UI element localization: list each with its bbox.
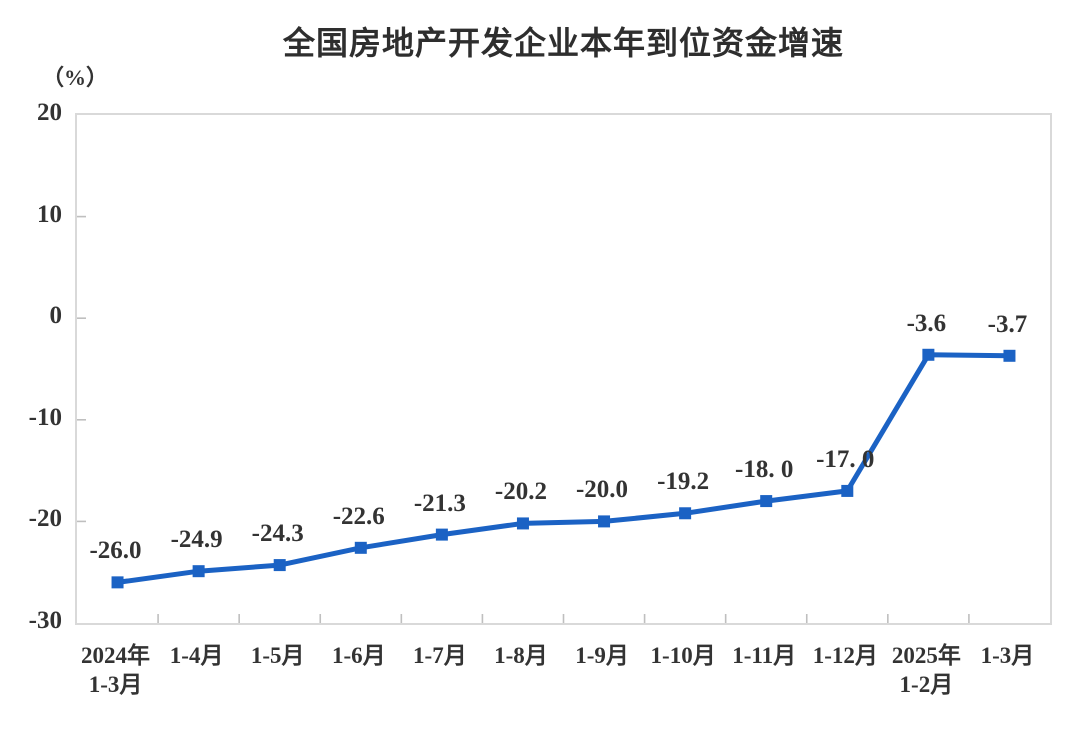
plot-area bbox=[75, 113, 1052, 625]
y-tick-label: 0 bbox=[49, 302, 63, 330]
series-marker bbox=[922, 348, 935, 361]
series-marker bbox=[111, 576, 124, 589]
x-tick-label: 1-5月 bbox=[250, 643, 305, 668]
x-tick-label: 1-6月 bbox=[331, 643, 386, 668]
series-marker bbox=[354, 541, 367, 554]
y-tick-label: -10 bbox=[28, 403, 62, 431]
x-tick-label: 1-3月 bbox=[980, 643, 1035, 668]
data-point-label: -20.2 bbox=[494, 478, 547, 506]
y-tick-label: 10 bbox=[37, 200, 62, 228]
data-point-label: -24.9 bbox=[170, 526, 223, 554]
y-tick-label: -20 bbox=[28, 505, 62, 533]
series-marker bbox=[598, 515, 611, 528]
series-marker bbox=[516, 517, 529, 530]
data-point-label: -19.2 bbox=[657, 468, 710, 496]
x-tick-label: 1-8月 bbox=[494, 643, 548, 668]
line-series-svg bbox=[77, 215, 1016, 623]
series-marker bbox=[192, 565, 205, 578]
data-point-label: -21.3 bbox=[413, 489, 466, 517]
x-tick-label: 1-10月 bbox=[650, 643, 716, 668]
series-marker bbox=[1003, 349, 1016, 362]
data-point-label: -3.6 bbox=[906, 309, 947, 337]
series-marker bbox=[841, 484, 854, 497]
y-axis-unit-label: （%） bbox=[42, 65, 109, 90]
y-tick-label: -30 bbox=[28, 607, 62, 634]
x-tick-label: 1-9月 bbox=[575, 643, 629, 668]
x-tick-label: 1-11月 bbox=[732, 643, 797, 668]
series-marker bbox=[435, 528, 448, 541]
data-point-label: -3.7 bbox=[987, 310, 1028, 338]
data-point-label: -18. 0 bbox=[735, 456, 794, 484]
chart-title: 全国房地产开发企业本年到位资金增速 bbox=[282, 25, 844, 61]
series-marker bbox=[679, 507, 692, 520]
x-tick-label: 1-4月 bbox=[169, 643, 224, 668]
x-tick-label: 2024年 1-3月 bbox=[81, 643, 151, 697]
data-point-label: -22.6 bbox=[332, 502, 385, 530]
x-tick-label: 1-7月 bbox=[413, 643, 467, 668]
series-line bbox=[115, 352, 1012, 585]
data-point-label: -17. 0 bbox=[816, 445, 875, 473]
x-tick-label: 2025年 1-2月 bbox=[891, 643, 961, 697]
data-point-label: -26.0 bbox=[89, 537, 142, 565]
y-tick-label: 20 bbox=[37, 99, 62, 126]
series-marker bbox=[273, 559, 286, 572]
data-point-label: -24.3 bbox=[251, 520, 304, 548]
series-marker bbox=[760, 495, 773, 508]
data-point-label: -20.0 bbox=[575, 476, 629, 504]
x-tick-label: 1-12月 bbox=[812, 643, 878, 668]
